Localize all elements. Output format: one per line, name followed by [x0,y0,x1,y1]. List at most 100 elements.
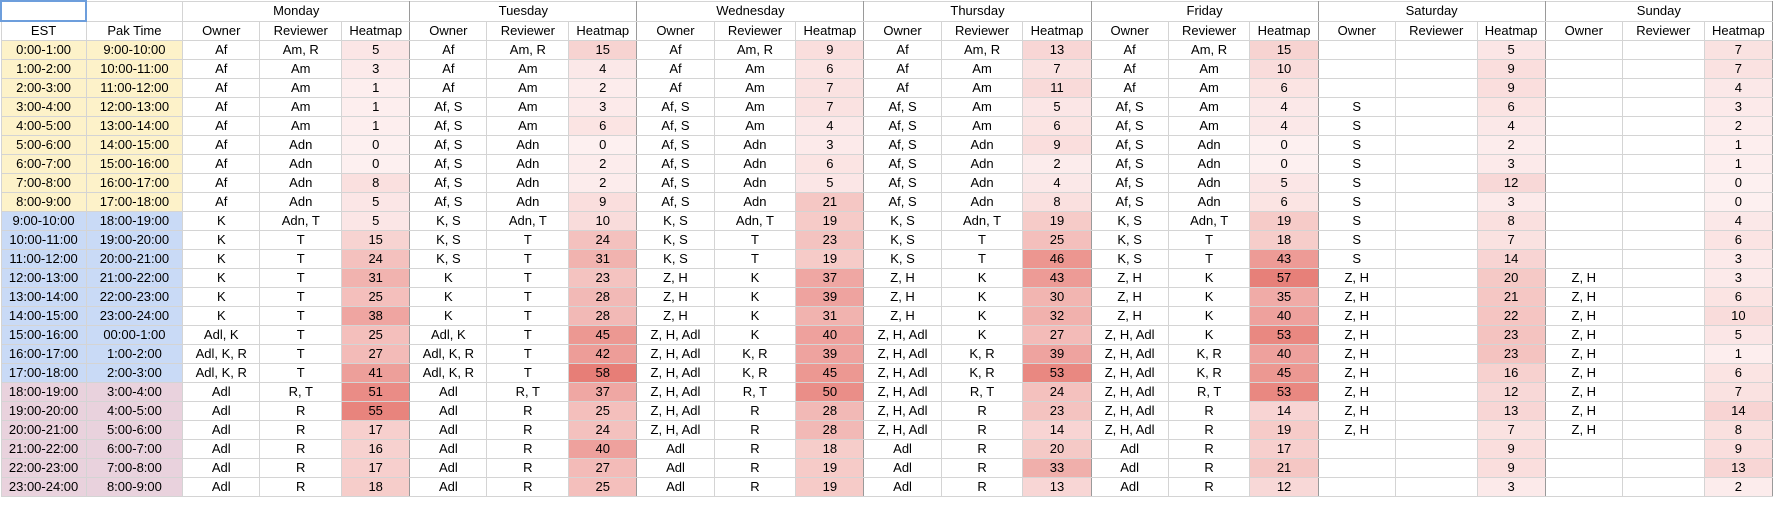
reviewer-cell[interactable] [1394,325,1478,345]
reviewer-cell[interactable]: Am, R [713,40,797,60]
heatmap-cell[interactable]: 25 [568,477,638,497]
owner-cell[interactable]: Af, S [1090,173,1169,193]
selected-cell[interactable] [0,0,88,22]
pak-time-cell[interactable]: 11:00-12:00 [85,78,184,98]
owner-cell[interactable]: Adl [409,439,488,459]
owner-cell[interactable]: Z, H [1317,325,1396,345]
owner-cell[interactable]: Af [863,40,942,60]
pak-time-cell[interactable]: 19:00-20:00 [85,230,184,250]
reviewer-cell[interactable] [1394,192,1478,212]
pak-time-cell[interactable]: 5:00-6:00 [85,420,184,440]
reviewer-cell[interactable] [1394,97,1478,117]
owner-cell[interactable]: Z, H, Adl [863,344,942,364]
reviewer-cell[interactable]: R, T [486,382,570,402]
owner-cell[interactable] [1317,439,1396,459]
owner-cell[interactable]: Af [182,97,261,117]
pak-time-cell[interactable]: 22:00-23:00 [85,287,184,307]
pak-time-cell[interactable]: 7:00-8:00 [85,458,184,478]
reviewer-cell[interactable] [1621,230,1705,250]
est-time-cell[interactable]: 10:00-11:00 [0,230,87,250]
reviewer-cell[interactable]: T [486,325,570,345]
reviewer-cell[interactable]: T [713,249,797,269]
heatmap-cell[interactable]: 28 [568,306,638,326]
heatmap-cell[interactable]: 45 [568,325,638,345]
reviewer-cell[interactable] [1621,458,1705,478]
owner-cell[interactable]: Adl [863,477,942,497]
heatmap-cell[interactable]: 13 [1022,40,1092,60]
reviewer-cell[interactable]: Am [940,97,1024,117]
owner-cell[interactable]: Adl [409,401,488,421]
owner-cell[interactable]: Z, H, Adl [863,363,942,383]
heatmap-cell[interactable]: 19 [795,249,865,269]
heatmap-cell[interactable]: 7 [795,97,865,117]
owner-cell[interactable]: Af [409,59,488,79]
reviewer-cell[interactable] [1394,154,1478,174]
heatmap-cell[interactable]: 40 [1249,344,1319,364]
pak-time-cell[interactable]: 14:00-15:00 [85,135,184,155]
est-time-cell[interactable]: 9:00-10:00 [0,211,87,231]
pak-time-cell[interactable]: 8:00-9:00 [85,477,184,497]
owner-cell[interactable]: Z, H [1544,382,1623,402]
reviewer-cell[interactable]: T [259,230,343,250]
heatmap-cell[interactable]: 5 [1249,173,1319,193]
owner-cell[interactable]: Af [1090,59,1169,79]
heatmap-cell[interactable]: 3 [795,135,865,155]
heatmap-cell[interactable]: 40 [1249,306,1319,326]
reviewer-cell[interactable]: Adn [940,135,1024,155]
heatmap-cell[interactable]: 1 [1703,135,1774,155]
owner-cell[interactable]: K [182,230,261,250]
heatmap-cell[interactable]: 0 [1249,135,1319,155]
owner-cell[interactable]: Adl [1090,458,1169,478]
est-time-cell[interactable]: 18:00-19:00 [0,382,87,402]
owner-cell[interactable]: Af [409,78,488,98]
reviewer-cell[interactable] [1621,211,1705,231]
heatmap-cell[interactable]: 2 [568,173,638,193]
heatmap-cell[interactable]: 3 [568,97,638,117]
heatmap-cell[interactable]: 24 [568,420,638,440]
reviewer-cell[interactable]: Am [713,116,797,136]
reviewer-cell[interactable]: R [486,458,570,478]
reviewer-cell[interactable]: R [1167,420,1251,440]
est-time-cell[interactable]: 4:00-5:00 [0,116,87,136]
pak-time-cell[interactable]: 4:00-5:00 [85,401,184,421]
reviewer-cell[interactable]: K [713,268,797,288]
heatmap-cell[interactable]: 0 [1249,154,1319,174]
reviewer-cell[interactable]: Adn [1167,135,1251,155]
pak-time-cell[interactable]: 15:00-16:00 [85,154,184,174]
owner-cell[interactable] [1317,78,1396,98]
reviewer-cell[interactable]: R, T [713,382,797,402]
reviewer-cell[interactable]: Adn [259,154,343,174]
heatmap-cell[interactable]: 23 [1476,325,1546,345]
owner-cell[interactable]: Z, H [1317,306,1396,326]
reviewer-cell[interactable]: R [259,439,343,459]
heatmap-cell[interactable]: 27 [1022,325,1092,345]
reviewer-cell[interactable]: Am [713,78,797,98]
owner-cell[interactable]: Adl, K, R [409,363,488,383]
reviewer-cell[interactable]: T [259,344,343,364]
est-time-cell[interactable]: 1:00-2:00 [0,59,87,79]
reviewer-cell[interactable] [1621,59,1705,79]
est-time-cell[interactable]: 6:00-7:00 [0,154,87,174]
heatmap-cell[interactable]: 3 [1703,268,1774,288]
heatmap-cell[interactable]: 40 [568,439,638,459]
reviewer-cell[interactable]: Am [713,59,797,79]
reviewer-cell[interactable] [1621,173,1705,193]
reviewer-cell[interactable]: R [486,420,570,440]
pak-time-cell[interactable]: 00:00-1:00 [85,325,184,345]
reviewer-cell[interactable]: Adn [486,173,570,193]
reviewer-cell[interactable] [1394,363,1478,383]
pak-time-cell[interactable]: 16:00-17:00 [85,173,184,193]
heatmap-cell[interactable]: 9 [1022,135,1092,155]
owner-cell[interactable]: K [182,249,261,269]
reviewer-cell[interactable] [1621,135,1705,155]
owner-cell[interactable]: Af [1090,78,1169,98]
reviewer-cell[interactable]: Adn [259,135,343,155]
pak-time-cell[interactable]: 6:00-7:00 [85,439,184,459]
owner-cell[interactable]: Af [182,59,261,79]
heatmap-cell[interactable]: 7 [1476,420,1546,440]
heatmap-cell[interactable]: 6 [1703,287,1774,307]
reviewer-cell[interactable]: Adn, T [1167,211,1251,231]
heatmap-cell[interactable]: 4 [1703,78,1774,98]
reviewer-cell[interactable]: R [1167,458,1251,478]
heatmap-cell[interactable]: 31 [568,249,638,269]
